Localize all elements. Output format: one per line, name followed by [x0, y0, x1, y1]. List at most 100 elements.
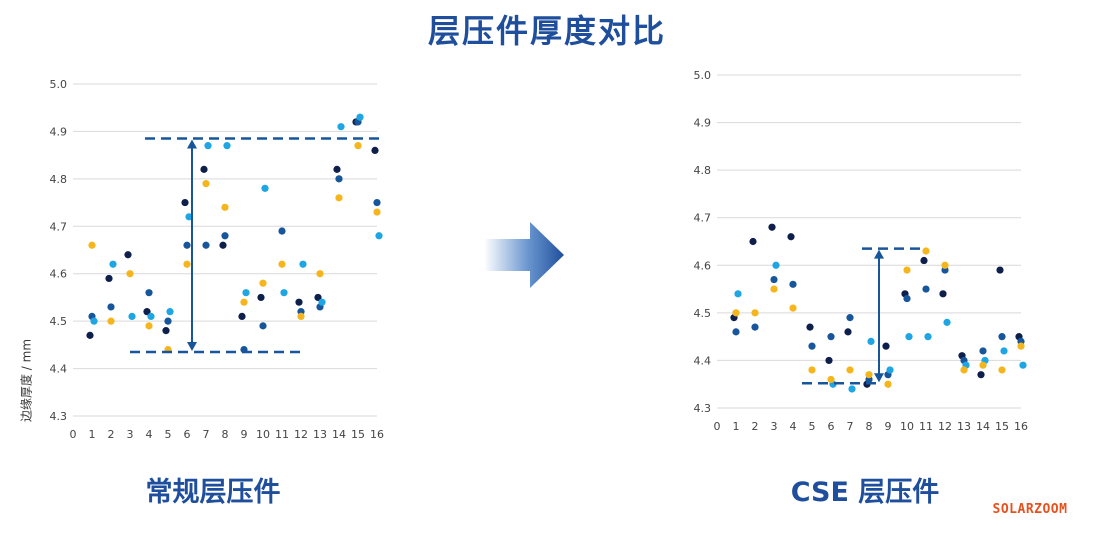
data-point	[789, 304, 797, 312]
data-point	[998, 333, 1006, 341]
y-tick-label: 4.5	[694, 307, 712, 320]
x-tick-label: 10	[900, 420, 914, 433]
y-tick-label: 4.7	[50, 220, 68, 233]
data-point	[314, 293, 322, 302]
y-tick-label: 4.8	[694, 164, 712, 177]
chart-caption-conventional: 常规层压件	[145, 477, 281, 508]
data-point	[960, 366, 968, 374]
data-point	[124, 251, 132, 259]
data-point	[789, 280, 797, 288]
data-point	[261, 184, 269, 192]
data-point	[278, 260, 286, 268]
data-point	[977, 371, 985, 379]
x-tick-label: 15	[351, 428, 365, 441]
x-tick-label: 15	[995, 420, 1009, 433]
data-point	[164, 317, 172, 325]
watermark-logo: SOLARZOOM	[992, 502, 1068, 517]
data-point	[90, 317, 98, 325]
x-tick-label: 5	[165, 428, 172, 441]
data-point	[922, 247, 930, 255]
x-tick-label: 5	[809, 420, 816, 433]
data-point	[219, 241, 227, 249]
data-point	[886, 366, 894, 374]
data-point	[238, 312, 246, 320]
data-point	[1017, 342, 1025, 350]
data-point	[867, 337, 875, 345]
data-point	[375, 232, 383, 240]
data-point	[297, 312, 305, 320]
data-point	[183, 241, 191, 249]
data-point	[105, 274, 113, 283]
data-point	[166, 308, 174, 316]
data-point	[299, 260, 307, 268]
data-point	[221, 232, 229, 240]
data-point	[768, 223, 776, 231]
range-arrow-head	[874, 249, 884, 259]
data-point	[846, 314, 854, 322]
data-point	[827, 375, 835, 384]
data-point	[107, 317, 115, 325]
y-axis-label: 边缘厚度 / mm	[19, 338, 34, 423]
x-tick-label: 9	[885, 420, 892, 433]
data-point	[996, 266, 1004, 274]
data-point	[808, 366, 816, 374]
data-point	[979, 347, 987, 355]
x-tick-label: 8	[866, 420, 873, 433]
data-point	[979, 361, 987, 369]
data-point	[295, 298, 303, 306]
y-tick-label: 5.0	[694, 69, 712, 82]
x-tick-label: 11	[275, 428, 289, 441]
x-tick-label: 6	[828, 420, 835, 433]
x-tick-label: 8	[222, 428, 229, 441]
data-point	[356, 113, 364, 121]
data-point	[941, 261, 949, 269]
x-tick-label: 7	[847, 420, 854, 433]
data-point	[371, 146, 379, 154]
y-tick-label: 4.5	[50, 315, 68, 328]
y-tick-label: 5.0	[50, 78, 68, 91]
data-point	[181, 198, 189, 207]
data-point	[185, 213, 193, 221]
data-point	[257, 293, 265, 302]
data-point	[772, 261, 780, 269]
data-point	[865, 371, 873, 379]
y-tick-label: 4.9	[50, 125, 68, 138]
data-point	[145, 289, 153, 297]
x-tick-label: 13	[957, 420, 971, 433]
data-point	[278, 227, 286, 235]
x-tick-label: 12	[294, 428, 308, 441]
data-point	[183, 260, 191, 268]
data-point	[109, 260, 117, 268]
data-point	[939, 290, 947, 298]
x-tick-label: 4	[146, 428, 153, 441]
x-tick-label: 0	[714, 420, 721, 433]
data-point	[806, 323, 814, 331]
x-tick-label: 12	[938, 420, 952, 433]
data-point	[373, 208, 381, 216]
x-tick-label: 11	[919, 420, 933, 433]
x-tick-label: 14	[976, 420, 990, 433]
x-tick-label: 1	[733, 420, 740, 433]
y-tick-label: 4.6	[50, 268, 68, 281]
data-point	[259, 279, 267, 287]
x-tick-label: 10	[256, 428, 270, 441]
data-point	[844, 328, 852, 336]
y-tick-label: 4.6	[694, 259, 712, 272]
x-tick-label: 16	[1014, 420, 1028, 433]
data-point	[827, 333, 835, 341]
chart-cse: 4.34.44.54.64.74.84.95.00 1 2 3 4 5 6 7 8 9 10 11 12…	[694, 69, 1029, 433]
x-tick-label: 3	[771, 420, 778, 433]
data-point	[86, 331, 94, 339]
x-tick-label: 2	[108, 428, 115, 441]
data-point	[337, 123, 345, 131]
data-point	[920, 256, 928, 265]
data-point	[126, 270, 134, 278]
data-point	[770, 275, 778, 284]
data-point	[998, 366, 1006, 374]
x-tick-label: 9	[241, 428, 248, 441]
data-point	[316, 270, 324, 278]
data-point	[848, 385, 856, 393]
range-arrow-head	[187, 341, 197, 351]
data-point	[922, 285, 930, 293]
data-point	[924, 333, 932, 341]
